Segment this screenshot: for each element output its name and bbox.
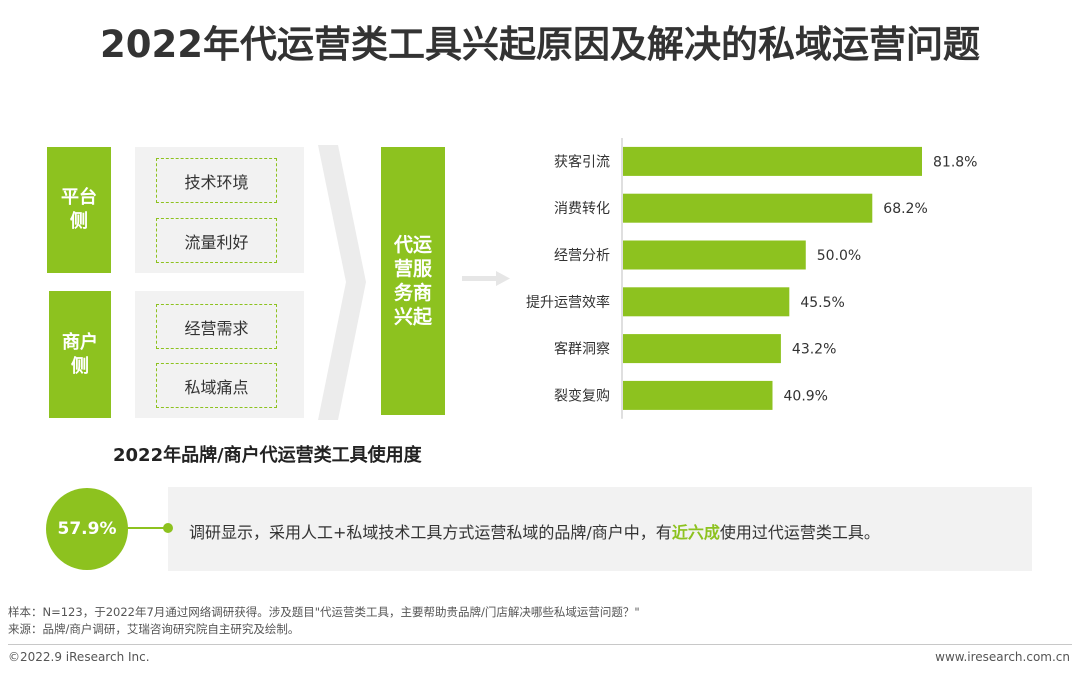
usage-text-after: 使用过代运营类工具。 xyxy=(719,523,880,542)
bar-category-label: 获客引流 xyxy=(554,153,610,170)
source-note: 来源：品牌/商户调研，艾瑞咨询研究院自主研究及绘制。 xyxy=(8,622,300,636)
bar-category-label: 经营分析 xyxy=(554,248,610,264)
usage-stat-circle: 57.9% xyxy=(46,488,128,570)
connector-dot xyxy=(163,523,173,533)
connector-line xyxy=(120,527,170,529)
bar-category-label: 客群洞察 xyxy=(554,341,610,358)
bar-4 xyxy=(623,334,781,364)
bar-value-label: 50.0% xyxy=(817,248,861,264)
service-provider-rise-box: 代运 营服 务商 兴起 xyxy=(381,147,445,415)
factor-tech-environment: 技术环境 xyxy=(156,158,277,203)
factor-traffic-benefit: 流量利好 xyxy=(156,218,277,263)
bar-category-label: 消费转化 xyxy=(554,201,610,217)
bar-0 xyxy=(623,146,922,176)
footer-copyright: ©2022.9 iResearch Inc. xyxy=(8,650,150,664)
bar-5 xyxy=(623,380,773,410)
footer-website: www.iresearch.com.cn xyxy=(935,650,1070,664)
bar-value-label: 81.8% xyxy=(933,154,977,170)
usage-text-highlight: 近六成 xyxy=(671,523,720,542)
usage-section-title: 2022年品牌/商户代运营类工具使用度 xyxy=(113,445,422,466)
bar-value-label: 43.2% xyxy=(792,342,836,358)
chevron-arrow-icon xyxy=(318,145,366,420)
bar-value-label: 40.9% xyxy=(784,388,828,404)
footer-divider xyxy=(8,644,1072,645)
bar-value-label: 45.5% xyxy=(800,295,844,311)
usage-text-before: 调研显示，采用人工+私域技术工具方式运营私域的品牌/商户中，有 xyxy=(189,523,672,542)
merchant-side-box: 商户 侧 xyxy=(49,291,111,418)
platform-side-box: 平台 侧 xyxy=(47,147,111,273)
bar-category-label: 提升运营效率 xyxy=(526,294,610,311)
usage-stat-text: 调研显示，采用人工+私域技术工具方式运营私域的品牌/商户中，有近六成使用过代运营… xyxy=(189,519,880,543)
sample-note: 样本：N=123，于2022年7月通过网络调研获得。涉及题目"代运营类工具，主要… xyxy=(8,605,640,619)
bar-chart: 获客引流 81.8% 消费转化 68.2% 经营分析 50.0% 提升运营效率 45.5% 客群… xyxy=(526,138,977,419)
usage-stat-panel xyxy=(168,487,1032,571)
right-arrow-icon xyxy=(462,271,510,286)
bar-2 xyxy=(623,240,806,270)
page-title: 2022年代运营类工具兴起原因及解决的私域运营问题 xyxy=(100,23,980,66)
bar-category-label: 裂变复购 xyxy=(554,387,610,404)
bar-1 xyxy=(623,193,873,223)
factor-private-domain-pain: 私域痛点 xyxy=(156,363,277,408)
bar-3 xyxy=(623,287,790,317)
factor-business-needs: 经营需求 xyxy=(156,304,277,349)
bar-value-label: 68.2% xyxy=(883,201,927,217)
